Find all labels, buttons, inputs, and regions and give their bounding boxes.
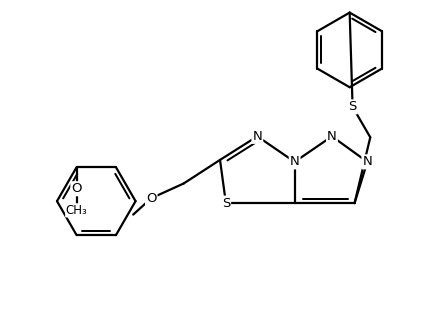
Text: N: N	[327, 130, 337, 143]
Text: N: N	[252, 130, 262, 143]
Text: N: N	[362, 155, 372, 168]
Text: S: S	[348, 100, 357, 113]
Text: O: O	[146, 192, 156, 205]
Text: O: O	[72, 182, 82, 195]
Text: N: N	[290, 155, 300, 168]
Text: CH₃: CH₃	[66, 204, 88, 217]
Text: S: S	[222, 197, 230, 210]
